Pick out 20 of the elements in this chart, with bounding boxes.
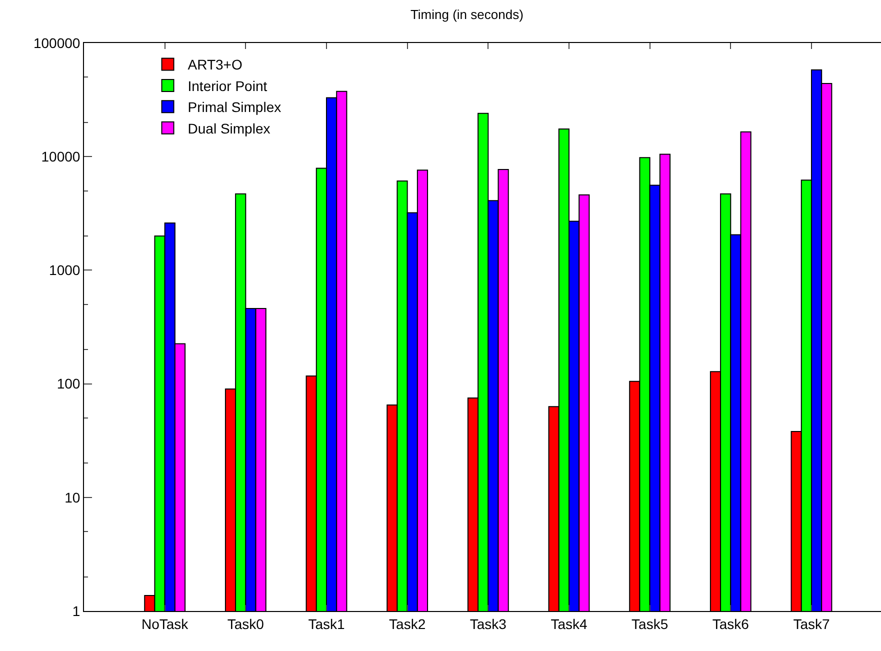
- x-tick-label: Task1: [308, 616, 345, 632]
- y-tick-label: 1000: [49, 262, 80, 278]
- y-tick-label: 10: [64, 489, 80, 506]
- x-tick-label: Task3: [470, 616, 507, 632]
- x-tick-label: Task2: [389, 616, 426, 632]
- y-tick-label: 1: [72, 602, 80, 619]
- legend-label: Interior Point: [188, 78, 268, 94]
- y-tick-label: 10000: [41, 148, 80, 164]
- legend-label: Primal Simplex: [188, 99, 282, 116]
- x-tick-label: Task5: [632, 616, 668, 632]
- legend-label: ART3+O: [188, 56, 242, 73]
- x-tick-label: Task7: [793, 616, 830, 632]
- x-tick-label: Task0: [227, 616, 264, 632]
- y-tick-label: 100: [56, 376, 80, 392]
- x-tick-label: Task4: [550, 616, 588, 632]
- x-tick-label: NoTask: [141, 616, 190, 632]
- x-tick-label: Task6: [712, 616, 750, 632]
- legend-label: Dual Simplex: [188, 120, 270, 136]
- chart-title: Timing (in seconds): [410, 6, 524, 22]
- y-tick-label: 100000: [33, 34, 80, 51]
